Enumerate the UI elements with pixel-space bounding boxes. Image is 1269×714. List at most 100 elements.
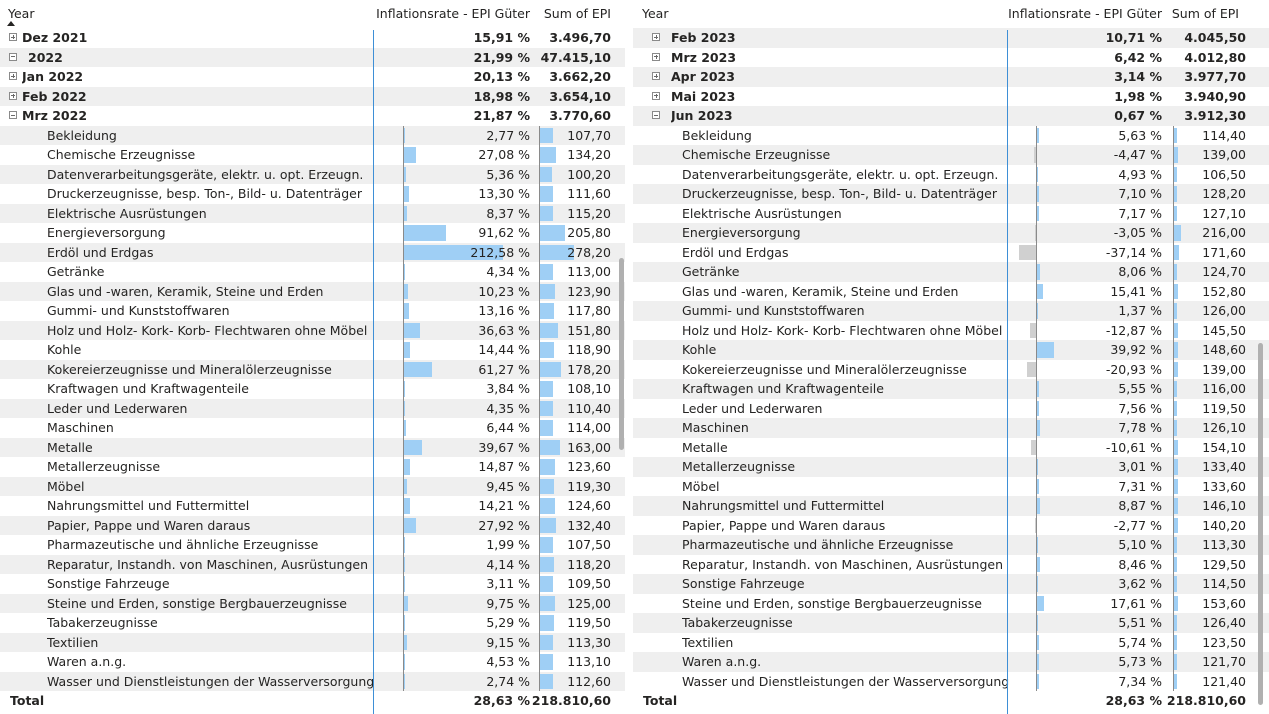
- table-row[interactable]: Kokereierzeugnisse und Mineralölerzeugni…: [633, 360, 1269, 380]
- header-year[interactable]: Year: [642, 6, 669, 21]
- table-row[interactable]: Holz und Holz- Kork- Korb- Flechtwaren o…: [0, 320, 625, 340]
- table-row[interactable]: Papier, Pappe und Waren daraus 27,92 % 132…: [0, 515, 625, 535]
- header-sum[interactable]: Sum of EPI: [1171, 6, 1239, 21]
- table-row[interactable]: Bekleidung 5,63 % 114,40: [633, 126, 1269, 146]
- table-row[interactable]: Dez 2021 15,91 % 3.496,70: [0, 28, 625, 48]
- collapse-minus-icon[interactable]: [9, 111, 17, 119]
- table-row[interactable]: Mrz 2023 6,42 % 4.012,80: [633, 48, 1269, 68]
- table-row[interactable]: Waren a.n.g. 5,73 % 121,70: [633, 652, 1269, 672]
- table-row[interactable]: Apr 2023 3,14 % 3.977,70: [633, 67, 1269, 87]
- table-row[interactable]: Glas und -waren, Keramik, Steine und Erd…: [633, 282, 1269, 302]
- table-row[interactable]: Energieversorgung -3,05 % 216,00: [633, 223, 1269, 243]
- table-row[interactable]: Tabakerzeugnisse 5,51 % 126,40: [633, 613, 1269, 633]
- table-row[interactable]: Maschinen 7,78 % 126,10: [633, 418, 1269, 438]
- table-row[interactable]: Leder und Lederwaren 7,56 % 119,50: [633, 399, 1269, 419]
- table-row[interactable]: Metallerzeugnisse 3,01 % 133,40: [633, 457, 1269, 477]
- header-rate[interactable]: Inflationsrate - EPI Güter: [1008, 6, 1162, 21]
- table-row[interactable]: Pharmazeutische und ähnliche Erzeugnisse…: [633, 535, 1269, 555]
- table-row[interactable]: Mai 2023 1,98 % 3.940,90: [633, 87, 1269, 107]
- sum-databar: [539, 264, 554, 280]
- table-row[interactable]: Sonstige Fahrzeuge 3,11 % 109,50: [0, 574, 625, 594]
- table-row[interactable]: Glas und -waren, Keramik, Steine und Erd…: [0, 281, 625, 301]
- table-row[interactable]: Druckerzeugnisse, besp. Ton-, Bild- u. D…: [0, 184, 625, 204]
- table-row[interactable]: Bekleidung 2,77 % 107,70: [0, 125, 625, 145]
- table-row[interactable]: Mrz 2022 21,87 % 3.770,60: [0, 106, 625, 126]
- table-row[interactable]: Möbel 7,31 % 133,60: [633, 477, 1269, 497]
- table-row[interactable]: Elektrische Ausrüstungen 8,37 % 115,20: [0, 203, 625, 223]
- table-row[interactable]: Datenverarbeitungsgeräte, elektr. u. opt…: [633, 165, 1269, 185]
- total-row[interactable]: Total 28,63 % 218.810,60: [0, 691, 625, 711]
- scrollbar-thumb[interactable]: [1258, 343, 1263, 705]
- table-row[interactable]: Chemische Erzeugnisse 27,08 % 134,20: [0, 145, 625, 165]
- rate-databar: [1019, 244, 1036, 260]
- expand-plus-icon[interactable]: [9, 33, 17, 41]
- collapse-minus-icon[interactable]: [652, 111, 660, 119]
- expand-plus-icon[interactable]: [652, 72, 660, 80]
- table-row[interactable]: Gummi- und Kunststoffwaren 1,37 % 126,00: [633, 301, 1269, 321]
- table-row[interactable]: Feb 2023 10,71 % 4.045,50: [633, 28, 1269, 48]
- table-row[interactable]: Pharmazeutische und ähnliche Erzeugnisse…: [0, 535, 625, 555]
- expand-plus-icon[interactable]: [652, 33, 660, 41]
- table-row[interactable]: Steine und Erden, sonstige Bergbauerzeug…: [633, 594, 1269, 614]
- table-row[interactable]: Tabakerzeugnisse 5,29 % 119,50: [0, 613, 625, 633]
- expand-plus-icon[interactable]: [9, 91, 17, 100]
- table-row[interactable]: Möbel 9,45 % 119,30: [0, 476, 625, 496]
- table-row[interactable]: Holz und Holz- Kork- Korb- Flechtwaren o…: [633, 321, 1269, 341]
- table-row[interactable]: Waren a.n.g. 4,53 % 113,10: [0, 652, 625, 672]
- table-row[interactable]: Druckerzeugnisse, besp. Ton-, Bild- u. D…: [633, 184, 1269, 204]
- table-row[interactable]: Gummi- und Kunststoffwaren 13,16 % 117,80: [0, 301, 625, 321]
- expand-plus-icon[interactable]: [652, 52, 660, 61]
- sort-ascending-icon[interactable]: [7, 21, 15, 26]
- table-row[interactable]: Textilien 9,15 % 113,30: [0, 632, 625, 652]
- table-row[interactable]: Papier, Pappe und Waren daraus -2,77 % 140…: [633, 516, 1269, 536]
- table-row[interactable]: Kraftwagen und Kraftwagenteile 3,84 % 108,…: [0, 379, 625, 399]
- table-row[interactable]: Sonstige Fahrzeuge 3,62 % 114,50: [633, 574, 1269, 594]
- table-row[interactable]: Elektrische Ausrüstungen 7,17 % 127,10: [633, 204, 1269, 224]
- table-row[interactable]: Maschinen 6,44 % 114,00: [0, 418, 625, 438]
- header-sum[interactable]: Sum of EPI: [543, 6, 611, 21]
- table-row[interactable]: Kohle 14,44 % 118,90: [0, 340, 625, 360]
- table-row[interactable]: Getränke 8,06 % 124,70: [633, 262, 1269, 282]
- row-label: Maschinen: [682, 420, 749, 435]
- table-row[interactable]: Wasser und Dienstleistungen der Wasserve…: [0, 671, 625, 691]
- table-row[interactable]: 2022 21,99 % 47.415,10: [0, 47, 625, 67]
- table-row[interactable]: Kohle 39,92 % 148,60: [633, 340, 1269, 360]
- expand-plus-icon[interactable]: [9, 72, 17, 80]
- header-year[interactable]: Year: [8, 6, 35, 21]
- table-row[interactable]: Wasser und Dienstleistungen der Wasserve…: [633, 672, 1269, 692]
- table-row[interactable]: Kraftwagen und Kraftwagenteile 5,55 % 116,…: [633, 379, 1269, 399]
- scrollbar-thumb[interactable]: [619, 258, 624, 450]
- table-row[interactable]: Metalle 39,67 % 163,00: [0, 437, 625, 457]
- rate-databar: [1036, 498, 1040, 514]
- table-row[interactable]: Reparatur, Instandh. von Maschinen, Ausr…: [0, 554, 625, 574]
- rate-value: 39,92 %: [1110, 342, 1162, 357]
- table-row[interactable]: Chemische Erzeugnisse -4,47 % 139,00: [633, 145, 1269, 165]
- expand-plus-icon[interactable]: [652, 91, 660, 100]
- collapse-minus-icon[interactable]: [9, 52, 17, 61]
- header-rate[interactable]: Inflationsrate - EPI Güter: [376, 6, 530, 21]
- sum-databar: [539, 244, 574, 260]
- column-header-row: Year Inflationsrate - EPI Güter Sum of E…: [633, 0, 1269, 28]
- table-row[interactable]: Jun 2023 0,67 % 3.912,30: [633, 106, 1269, 126]
- sum-databar: [539, 498, 555, 514]
- table-row[interactable]: Getränke 4,34 % 113,00: [0, 262, 625, 282]
- table-row[interactable]: Feb 2022 18,98 % 3.654,10: [0, 86, 625, 106]
- sum-value: 3.496,70: [549, 30, 611, 45]
- table-row[interactable]: Kokereierzeugnisse und Mineralölerzeugni…: [0, 359, 625, 379]
- table-row[interactable]: Metallerzeugnisse 14,87 % 123,60: [0, 457, 625, 477]
- table-row[interactable]: Energieversorgung 91,62 % 205,80: [0, 223, 625, 243]
- table-row[interactable]: Leder und Lederwaren 4,35 % 110,40: [0, 398, 625, 418]
- table-row[interactable]: Datenverarbeitungsgeräte, elektr. u. opt…: [0, 164, 625, 184]
- table-row[interactable]: Erdöl und Erdgas 212,58 % 278,20: [0, 242, 625, 262]
- table-row[interactable]: Metalle -10,61 % 154,10: [633, 438, 1269, 458]
- table-row[interactable]: Steine und Erden, sonstige Bergbauerzeug…: [0, 593, 625, 613]
- sum-value: 112,60: [567, 673, 611, 689]
- table-row[interactable]: Jan 2022 20,13 % 3.662,20: [0, 67, 625, 87]
- table-row[interactable]: Nahrungsmittel und Futtermittel 14,21 % 12…: [0, 496, 625, 516]
- rate-value: 61,27 %: [478, 361, 530, 377]
- table-row[interactable]: Textilien 5,74 % 123,50: [633, 633, 1269, 653]
- table-row[interactable]: Erdöl und Erdgas -37,14 % 171,60: [633, 243, 1269, 263]
- table-row[interactable]: Nahrungsmittel und Futtermittel 8,87 % 146…: [633, 496, 1269, 516]
- total-row[interactable]: Total 28,63 % 218.810,60: [633, 691, 1269, 711]
- table-row[interactable]: Reparatur, Instandh. von Maschinen, Ausr…: [633, 555, 1269, 575]
